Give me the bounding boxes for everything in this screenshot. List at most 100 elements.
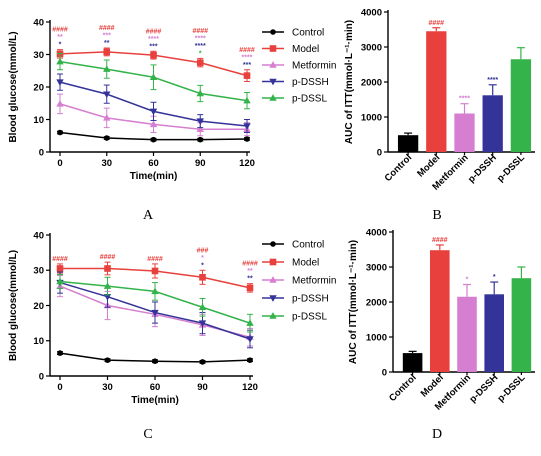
data-point-control: [197, 136, 204, 143]
significance-label: ####: [242, 261, 258, 268]
legend-label-p-dssh: p-DSSH: [292, 294, 329, 305]
x-tick-label: 120: [239, 158, 255, 169]
data-point-p-dssl: [56, 277, 64, 285]
x-tick-label: 30: [101, 158, 112, 169]
legend-marker-p-dssl: [269, 94, 277, 101]
data-point-model: [246, 284, 254, 292]
bar-p-dssh: [482, 95, 503, 152]
data-point-p-dssh: [103, 91, 111, 99]
x-tick-label: p-DSSL: [495, 152, 527, 184]
data-point-model: [104, 265, 111, 272]
legend-label-model: Model: [292, 44, 319, 55]
data-point-metformin: [56, 100, 64, 107]
bar-control: [397, 135, 419, 152]
legend-marker-control: [270, 29, 276, 35]
y-tick-label: 10: [33, 115, 44, 126]
y-tick-label: 0: [39, 147, 44, 158]
y-axis-title: AUC of ITT(mmol·L⁻¹·min): [344, 20, 355, 144]
significance-label: ####: [192, 28, 208, 35]
data-point-p-dssl: [151, 287, 159, 295]
data-point-control: [57, 350, 63, 356]
x-tick-label: 60: [148, 158, 159, 169]
significance-label: ####: [239, 47, 255, 54]
data-point-model: [103, 48, 111, 56]
data-point-p-dssh: [149, 108, 158, 116]
data-point-model: [150, 51, 157, 59]
data-point-control: [199, 359, 206, 365]
data-point-p-dssh: [243, 123, 251, 130]
significance-label: ***: [243, 62, 251, 69]
significance-label: ****: [459, 96, 470, 103]
data-point-p-dssl: [196, 89, 204, 97]
y-tick-label: 2000: [366, 297, 387, 308]
legend-label-p-dssh: p-DSSH: [292, 77, 329, 88]
significance-label: *: [59, 42, 62, 49]
data-point-metformin: [149, 120, 158, 128]
y-tick-label: 40: [33, 230, 44, 241]
legend-marker-model: [269, 258, 277, 266]
x-tick-label: 90: [197, 382, 208, 393]
bar-p-dssh: [484, 294, 504, 372]
significance-label: ***: [149, 43, 157, 50]
y-tick-label: 1000: [366, 332, 387, 343]
significance-label: ****: [195, 35, 206, 42]
data-point-control: [247, 357, 253, 363]
bar-p-dssl: [511, 278, 532, 372]
y-tick-label: 4000: [366, 227, 387, 238]
x-tick-label: Control: [383, 152, 415, 184]
y-tick-label: 2000: [361, 77, 382, 88]
significance-label: ###: [197, 247, 209, 254]
significance-label: *: [466, 277, 469, 284]
x-tick-label: 0: [57, 158, 62, 169]
data-point-control: [57, 129, 63, 136]
significance-label: **: [104, 40, 110, 47]
x-tick-label: p-DSSH: [466, 152, 499, 185]
data-point-metformin: [103, 113, 111, 121]
panel-letter: A: [143, 208, 154, 223]
data-point-model: [243, 72, 251, 79]
data-point-control: [152, 358, 158, 364]
significance-label: **: [57, 34, 63, 41]
legend-marker-metformin: [269, 61, 277, 68]
x-tick-label: p-DSSH: [468, 372, 501, 405]
y-tick-label: 3000: [361, 42, 382, 53]
x-tick-label: 0: [57, 382, 62, 393]
legend-marker-p-dssh: [269, 78, 277, 86]
legend-label-metformin: Metformin: [292, 276, 336, 287]
bar-metformin: [454, 113, 475, 152]
panel-c-line-chart: 0 10 20 30 40 0 30 60 90 120 Time(min) Blood glucos…: [8, 230, 336, 442]
significance-label: *: [201, 255, 204, 262]
significance-label: ***: [103, 33, 111, 40]
data-point-metformin: [196, 125, 204, 132]
legend-marker-p-dssl: [269, 312, 277, 319]
x-tick-label: 90: [195, 158, 206, 169]
data-point-control: [104, 357, 111, 363]
y-tick-label: 4000: [361, 7, 382, 18]
bar-control: [402, 353, 423, 372]
data-point-p-dssl: [56, 57, 64, 65]
significance-label: ####: [146, 28, 162, 35]
data-point-p-dssl: [198, 303, 207, 310]
data-point-p-dssl: [243, 96, 251, 104]
legend-label-control: Control: [292, 240, 324, 251]
y-tick-label: 40: [33, 17, 44, 28]
significance-label: *: [201, 262, 204, 269]
bar-model: [426, 31, 447, 152]
significance-label: **: [247, 276, 253, 283]
x-tick-label: p-DSSL: [495, 372, 527, 404]
y-tick-label: 20: [33, 82, 44, 93]
data-point-p-dssl: [149, 73, 158, 80]
significance-label: ****: [487, 77, 498, 84]
bar-model: [430, 250, 450, 372]
y-tick-label: 20: [33, 301, 44, 312]
data-point-model: [56, 265, 64, 272]
y-tick-label: 0: [377, 147, 382, 158]
x-tick-label: 30: [102, 382, 113, 393]
significance-label: ####: [432, 237, 448, 244]
data-point-control: [244, 136, 250, 142]
significance-label: *: [199, 50, 202, 57]
legend-marker-p-dssh: [269, 295, 277, 302]
legend-marker-model: [269, 45, 277, 52]
significance-label: *: [493, 274, 496, 281]
